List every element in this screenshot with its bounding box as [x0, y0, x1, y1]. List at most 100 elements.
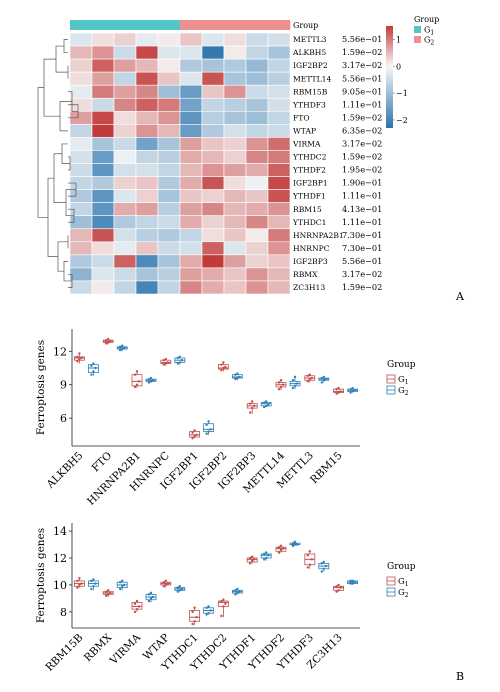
y-axis-label: Ferroptosis genes [35, 528, 47, 623]
heatmap-cell [267, 280, 291, 295]
box-point [178, 355, 181, 359]
box-point [176, 586, 179, 589]
box-point [164, 362, 167, 365]
box-point [279, 379, 283, 382]
box-point [135, 607, 139, 611]
heatmap-cell [267, 71, 291, 86]
box-point [80, 582, 83, 585]
color-scale-bar [386, 26, 393, 128]
heatmap-cell [135, 280, 159, 295]
box-point [353, 581, 356, 584]
box-point [308, 373, 311, 376]
box-point [222, 361, 225, 364]
heatmap-cell [245, 58, 269, 73]
box-point [293, 375, 297, 379]
box-point [92, 585, 95, 588]
heatmap-cell [179, 163, 203, 177]
box-point [178, 361, 181, 364]
annotation-cell-g1 [92, 20, 115, 30]
heatmap-cell [113, 228, 137, 243]
box-point [295, 382, 299, 385]
box-point [166, 361, 169, 364]
box-point [137, 605, 141, 608]
row-label-pvalue: 7.30e−01 [342, 243, 382, 253]
box-point [224, 365, 227, 369]
heatmap-cell [267, 228, 291, 243]
box-point [279, 385, 283, 389]
heatmap-cell [135, 32, 159, 47]
heatmap-cell [69, 241, 93, 256]
row-label-pvalue: 9.05e−01 [342, 86, 382, 96]
heatmap-cell [91, 163, 115, 177]
box-point [147, 599, 151, 603]
heatmap-cell [245, 137, 269, 151]
heatmap-cell [157, 45, 181, 60]
heatmap-cell [201, 58, 225, 73]
heatmap-cell [201, 97, 225, 112]
box-point [234, 593, 237, 596]
heatmap-cell [223, 111, 247, 125]
box-point [322, 379, 325, 382]
heatmap-cell [135, 150, 159, 164]
box-point [109, 591, 112, 595]
heatmap-cell [135, 254, 159, 269]
heatmap-cell [69, 137, 93, 151]
box-legend-subscript: 1 [405, 379, 409, 386]
row-label-gene: YTHDF2 [292, 166, 326, 175]
annotation-label: Group [293, 21, 318, 30]
heatmap-cell [179, 267, 203, 282]
heatmap-cell [135, 241, 159, 256]
box-point [162, 359, 165, 362]
box-point [277, 551, 281, 554]
heatmap-cell [113, 137, 137, 151]
box-point [76, 586, 79, 589]
box-point [220, 369, 223, 372]
box-point [306, 374, 309, 377]
dendrogram-branch [55, 45, 68, 73]
heatmap-cell [157, 215, 181, 230]
heatmap-cell [135, 137, 159, 151]
heatmap-cell [113, 267, 137, 282]
box-point [322, 375, 325, 379]
heatmap-cell [135, 267, 159, 282]
box-point [107, 337, 110, 341]
box-point [308, 563, 311, 566]
row-label-gene: METTL3 [293, 35, 327, 44]
heatmap-cell [267, 267, 291, 282]
heatmap-cell [201, 111, 225, 125]
heatmap-cell [223, 58, 247, 73]
heatmap-cell [267, 163, 291, 177]
box-point [109, 340, 112, 343]
heatmap-cell [113, 280, 137, 295]
box-point [339, 586, 342, 589]
heatmap-cell [179, 150, 203, 164]
row-label-pvalue: 5.56e−01 [342, 73, 382, 83]
group-legend-swatch [414, 36, 421, 43]
box-point [92, 362, 95, 365]
heatmap-cell [91, 124, 115, 138]
row-label-pvalue: 3.17e−02 [342, 60, 382, 70]
heatmap-cell [69, 228, 93, 243]
heatmap-cell [223, 137, 247, 151]
heatmap-cell [267, 137, 291, 151]
box-point [277, 387, 281, 391]
box-point [335, 392, 338, 395]
annotation-cell-g2 [268, 20, 291, 30]
color-scale-tick-label: 1 [396, 35, 401, 44]
box-point [335, 387, 338, 391]
heatmap-cell [245, 97, 269, 112]
box-legend-label: G1 [398, 577, 409, 588]
box-point [308, 550, 311, 553]
box-point [135, 599, 139, 603]
heatmap-cell [223, 254, 247, 269]
box-point [306, 380, 309, 383]
y-tick-label: 14 [53, 525, 67, 538]
box-point [263, 405, 266, 409]
heatmap-cell [179, 137, 203, 151]
box-point [164, 357, 167, 361]
y-tick-label: 12 [53, 345, 67, 358]
heatmap-cell [179, 228, 203, 243]
annotation-cell-g2 [180, 20, 203, 30]
heatmap-cell [245, 215, 269, 230]
